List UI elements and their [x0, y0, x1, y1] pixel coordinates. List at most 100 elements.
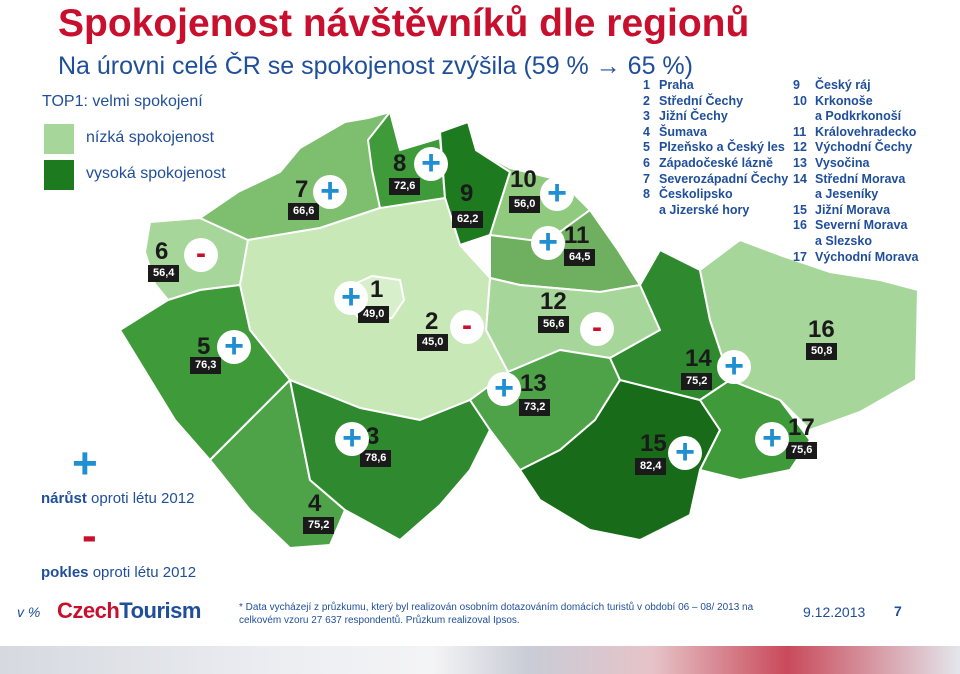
unit-label: v %	[17, 604, 41, 620]
region-list-row: 16 Severní Morava	[793, 218, 919, 234]
region-list-name: Šumava	[659, 124, 707, 139]
region-list-number: 16	[793, 218, 807, 233]
page-subtitle: Na úrovni celé ČR se spokojenost zvýšila…	[58, 52, 693, 80]
region-list-row: 5 Plzeňsko a Český les	[643, 140, 788, 156]
region-6-decrease-icon: -	[184, 238, 218, 272]
region-list-row: 7 Severozápadní Čechy	[643, 172, 788, 188]
region-list-row: 1 Praha	[643, 78, 788, 94]
region-list-number: 7	[643, 171, 650, 186]
legend-low-swatch	[44, 124, 74, 154]
region-list-row: a Jizerské hory	[643, 203, 788, 219]
region-16-number: 16	[808, 316, 835, 343]
region-3-number: 3	[366, 423, 380, 450]
region-4-number: 4	[308, 490, 322, 517]
region-list-row: 6 Západočeské lázně	[643, 156, 788, 172]
region-14-number: 14	[685, 345, 712, 372]
region-13-number: 13	[520, 370, 547, 397]
region-10-number: 10	[510, 166, 537, 193]
region-13-value: 73,2	[519, 399, 551, 416]
region-list-row: 15 Jižní Morava	[793, 203, 919, 219]
region-list-row: 3 Jižní Čechy	[643, 109, 788, 125]
region-12-decrease-icon: -	[580, 312, 614, 346]
region-6-number: 6	[155, 238, 169, 265]
region-17-increase-icon: +	[755, 421, 789, 456]
region-list-name: a Slezsko	[815, 233, 872, 248]
region-list-number: 2	[643, 93, 650, 108]
region-list-row: a Podkrkonoší	[793, 109, 919, 125]
region-list-row: a Jeseníky	[793, 187, 919, 203]
region-12-value: 56,6	[538, 316, 570, 333]
region-list-number: 4	[643, 124, 650, 139]
region-list-row: 2 Střední Čechy	[643, 94, 788, 110]
region-list-name: Českolipsko	[659, 187, 733, 202]
region-16-value: 50,8	[806, 343, 838, 360]
region-list-name: Severozápadní Čechy	[659, 171, 789, 186]
region-list-name: Vysočina	[815, 155, 870, 170]
legend-minus-icon: -	[82, 511, 97, 560]
region-1-increase-icon: +	[334, 280, 368, 315]
region-9-number: 9	[460, 180, 474, 207]
region-list-name: a Jeseníky	[815, 187, 879, 202]
region-list-number: 8	[643, 187, 650, 202]
region-list-name: Krkonoše	[815, 93, 873, 108]
region-list-name: a Jizerské hory	[659, 202, 750, 217]
region-list-row: 14 Střední Morava	[793, 172, 919, 188]
region-list-name: Severní Morava	[815, 218, 908, 233]
region-17-value: 75,6	[786, 442, 818, 459]
logo-part-a: Czech	[57, 598, 120, 623]
region-list-name: Královehradecko	[815, 124, 917, 139]
region-list-row: 10 Krkonoše	[793, 94, 919, 110]
region-list-name: Východní Morava	[815, 249, 919, 264]
footnote: * Data vycházejí z průzkumu, který byl r…	[239, 602, 754, 626]
region-8-increase-icon: +	[414, 146, 448, 181]
bottom-decor-bar	[0, 646, 960, 674]
region-2-decrease-icon: -	[450, 310, 484, 344]
czechtourism-logo: CzechTourism	[57, 598, 201, 624]
region-list-col1: 1 Praha 2 Střední Čechy 3 Jižní Čechy 4 Šumava 5…	[643, 78, 788, 218]
logo-part-b: Tourism	[119, 598, 201, 623]
region-15-increase-icon: +	[668, 435, 702, 470]
region-list-name: Východní Čechy	[815, 140, 913, 155]
region-list-name: Střední Morava	[815, 171, 906, 186]
region-8-value: 72,6	[389, 178, 421, 195]
region-list-row: 12 Východní Čechy	[793, 140, 919, 156]
region-list-name: Plzeňsko a Český les	[659, 140, 785, 155]
region-10-value: 56,0	[509, 196, 541, 213]
legend-increase-label: nárůst oproti létu 2012	[41, 490, 194, 507]
region-list-number: 15	[793, 202, 807, 217]
region-6-value: 56,4	[148, 265, 180, 282]
region-3-value: 78,6	[360, 450, 392, 467]
region-7-increase-icon: +	[313, 174, 347, 209]
region-3-increase-icon: +	[335, 421, 369, 456]
region-1-value: 49,0	[358, 306, 390, 323]
region-17-number: 17	[788, 414, 815, 441]
region-7-number: 7	[295, 176, 309, 203]
region-14-increase-icon: +	[717, 349, 751, 384]
region-list-name: Praha	[659, 78, 694, 92]
slide-date: 9.12.2013	[803, 604, 866, 620]
region-2-number: 2	[425, 308, 439, 335]
region-list-number: 1	[643, 78, 650, 92]
legend-low-label: nízká spokojenost	[86, 129, 215, 146]
region-list-row: 9 Český ráj	[793, 78, 919, 94]
page-number: 7	[894, 603, 902, 619]
legend-title: TOP1: velmi spokojení	[42, 93, 203, 110]
legend-plus-icon: +	[72, 439, 98, 488]
region-15-number: 15	[640, 430, 667, 457]
legend-increase-bold: nárůst	[41, 490, 87, 507]
region-11-increase-icon: +	[531, 225, 565, 260]
region-14-value: 75,2	[681, 373, 713, 390]
region-list-name: a Podkrkonoší	[815, 109, 902, 124]
region-5-number: 5	[197, 333, 211, 360]
region-list-col2: 9 Český ráj 10 Krkonoše a Podkrkonoší 11 Králo…	[793, 78, 919, 265]
region-list-number: 14	[793, 171, 807, 186]
region-list-row: 13 Vysočina	[793, 156, 919, 172]
region-5-increase-icon: +	[217, 329, 251, 364]
region-2-value: 45,0	[417, 334, 449, 351]
region-list-number: 12	[793, 140, 807, 155]
region-12-number: 12	[540, 288, 567, 315]
region-8-number: 8	[393, 150, 407, 177]
region-15-value: 82,4	[635, 458, 667, 475]
region-7-value: 66,6	[288, 203, 320, 220]
legend-decrease-rest: oproti létu 2012	[88, 564, 197, 581]
